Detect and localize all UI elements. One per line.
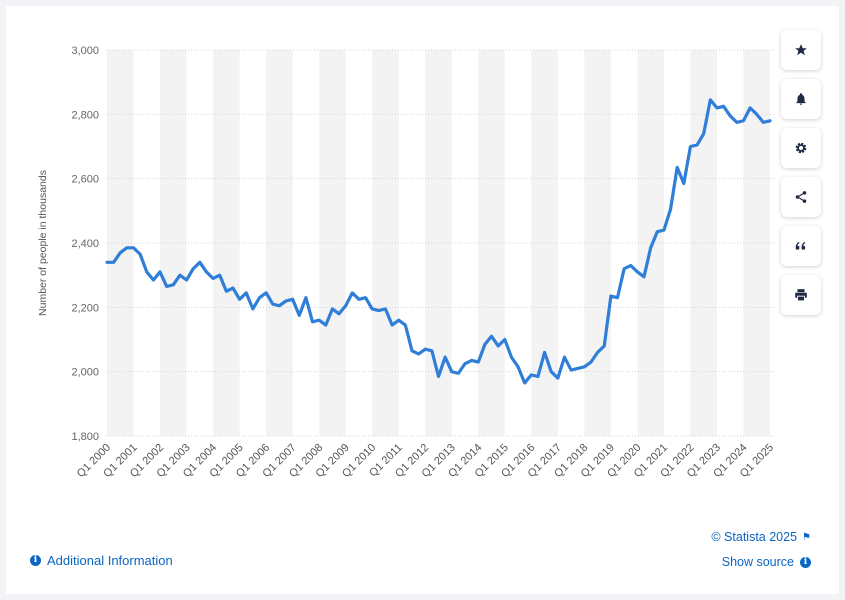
info-icon: i (800, 556, 811, 568)
series-line (105, 98, 772, 385)
info-icon: i (30, 555, 41, 566)
print-icon (795, 289, 807, 302)
year-band (213, 50, 240, 436)
copyright-label: © Statista 2025 (711, 530, 798, 544)
year-band (743, 50, 770, 436)
y-tick-label: 3,000 (71, 45, 99, 57)
additional-information-label: Additional Information (47, 553, 173, 568)
chart-card: 1,800 2,000 2,200 2,400 2,600 2,800 3,000 Numbe… (6, 6, 839, 594)
settings-button[interactable] (781, 128, 821, 168)
year-band (584, 50, 611, 436)
share-button[interactable] (781, 177, 821, 217)
quote-icon (795, 241, 806, 250)
y-tick-label: 2,800 (71, 109, 99, 121)
year-band (266, 50, 293, 436)
year-band (425, 50, 452, 436)
y-tick-label: 2,400 (71, 238, 99, 250)
gear-icon (795, 142, 807, 154)
share-icon (795, 191, 807, 203)
line-chart: 1,800 2,000 2,200 2,400 2,600 2,800 3,000 Numbe… (37, 45, 776, 480)
year-band (531, 50, 558, 436)
year-band (107, 50, 134, 436)
year-band (690, 50, 717, 436)
year-band (372, 50, 399, 436)
cite-button[interactable] (781, 226, 821, 266)
show-source-label: Show source (721, 555, 794, 569)
y-axis-label: Number of people in thousands (37, 170, 49, 316)
bell-icon (796, 93, 806, 105)
y-tick-label: 2,600 (71, 174, 99, 186)
flag-icon: ⚑ (802, 531, 811, 543)
star-icon (795, 44, 807, 56)
y-tick-label: 2,000 (71, 367, 99, 379)
additional-information-link[interactable]: i Additional Information (30, 553, 173, 568)
print-button[interactable] (781, 275, 821, 315)
y-tick-label: 1,800 (71, 431, 99, 443)
copyright[interactable]: © Statista 2025 ⚑ (711, 530, 811, 544)
y-tick-label: 2,200 (71, 302, 99, 314)
show-source-link[interactable]: Show source i (722, 555, 811, 569)
chart-toolbar (781, 30, 821, 324)
favorite-button[interactable] (781, 30, 821, 70)
notification-button[interactable] (781, 79, 821, 119)
